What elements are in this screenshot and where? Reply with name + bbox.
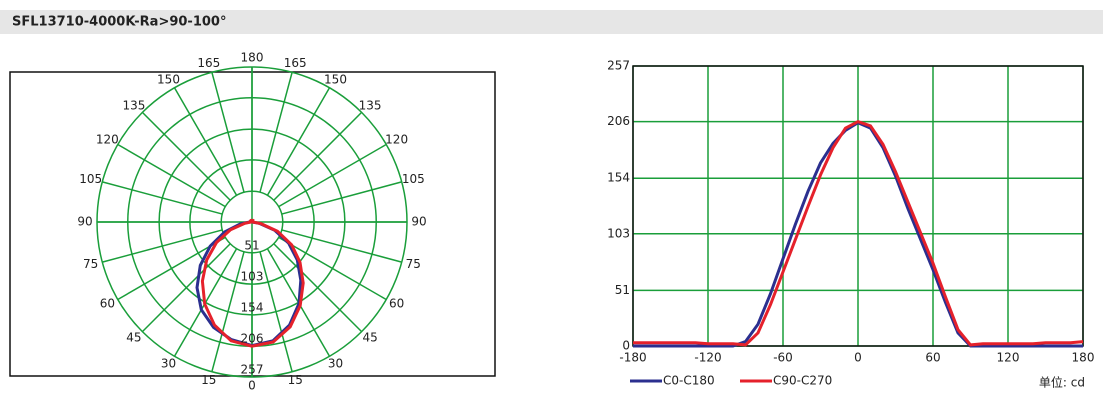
polar-spoke: [173, 87, 238, 196]
angle-label: 60: [100, 297, 115, 311]
angle-label: 45: [126, 330, 141, 344]
x-tick-label: 180: [1072, 351, 1095, 365]
x-tick-label: 0: [854, 351, 862, 365]
polar-spoke: [259, 251, 293, 372]
angle-label: 120: [385, 133, 408, 147]
header-title: SFL13710-4000K-Ra>90-100°: [12, 15, 226, 30]
legend-label: C90-C270: [773, 374, 832, 388]
angle-label: 105: [79, 172, 102, 186]
polar-spoke: [211, 251, 245, 372]
angle-label: 120: [96, 133, 119, 147]
angle-label: 135: [359, 99, 382, 113]
angle-label: 45: [362, 330, 377, 344]
polar-curve: [200, 218, 305, 348]
y-tick-label: 154: [607, 171, 630, 185]
polar-spoke: [278, 236, 387, 301]
angle-label: 60: [389, 297, 404, 311]
radial-label: 257: [241, 363, 264, 377]
polar-spoke: [117, 236, 226, 301]
y-tick-label: 51: [615, 283, 630, 297]
angle-label: 105: [402, 172, 425, 186]
angle-label: 30: [328, 357, 343, 371]
y-tick-label: 257: [607, 59, 630, 73]
angle-label: 150: [324, 72, 347, 86]
polar-spoke: [141, 111, 231, 201]
radial-label: 154: [241, 300, 264, 314]
angle-label: 75: [83, 257, 98, 271]
unit-label: 单位: cd: [1039, 375, 1085, 390]
angle-label: 150: [157, 72, 180, 86]
legend-label: C0-C180: [663, 374, 715, 388]
polar-spoke: [266, 87, 331, 196]
polar-spoke: [281, 229, 402, 263]
x-tick-label: -120: [694, 351, 721, 365]
y-tick-label: 206: [607, 114, 630, 128]
angle-label: 15: [288, 373, 303, 387]
angle-label: 30: [161, 357, 176, 371]
polar-spoke: [273, 243, 363, 333]
polar-spoke: [102, 229, 223, 263]
polar-spoke: [281, 181, 402, 215]
angle-label: 165: [284, 56, 307, 70]
series-line: [633, 119, 1084, 347]
angle-label: 90: [77, 215, 92, 229]
header-bar: [0, 10, 1103, 34]
plot-frame: [632, 65, 1084, 347]
radial-label: 51: [244, 238, 259, 252]
polar-spoke: [102, 181, 223, 215]
radial-label: 206: [241, 332, 264, 346]
polar-spoke: [273, 111, 363, 201]
x-tick-label: -180: [619, 351, 646, 365]
angle-label: 165: [197, 56, 220, 70]
angle-label: 180: [241, 51, 264, 65]
angle-label: 75: [406, 257, 421, 271]
radial-label: 103: [241, 270, 264, 284]
angle-label: 90: [411, 215, 426, 229]
y-tick-label: 103: [607, 226, 630, 240]
angle-label: 15: [201, 373, 216, 387]
polar-spoke: [259, 72, 293, 193]
angle-label: 0: [248, 379, 256, 393]
angle-label: 135: [122, 99, 145, 113]
x-tick-label: 60: [925, 351, 940, 365]
polar-spoke: [117, 143, 226, 208]
x-tick-label: 120: [997, 351, 1020, 365]
x-tick-label: -60: [773, 351, 793, 365]
polar-spoke: [141, 243, 231, 333]
polar-spoke: [278, 143, 387, 208]
y-tick-label: 0: [622, 339, 630, 353]
polar-spoke: [211, 72, 245, 193]
